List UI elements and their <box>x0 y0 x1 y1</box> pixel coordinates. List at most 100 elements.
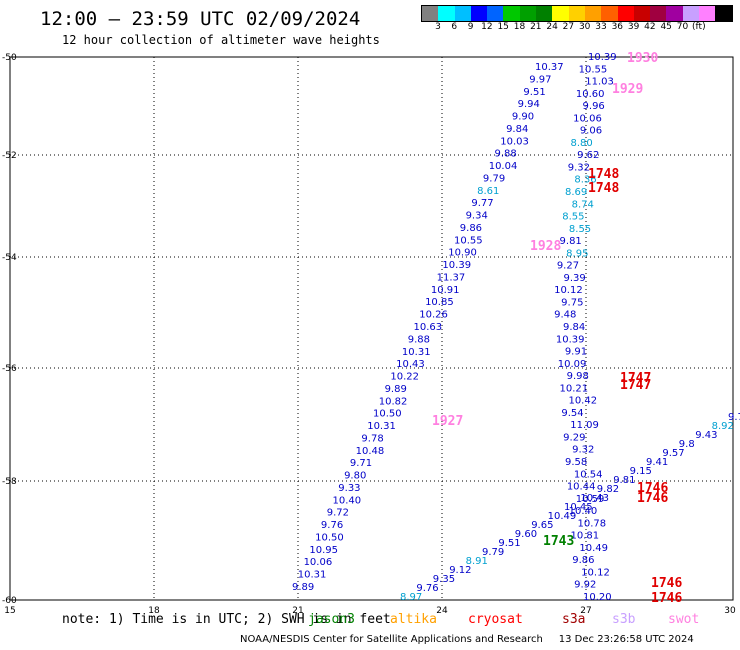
wave-height-value: 10.95 <box>309 545 338 556</box>
wave-height-value: 10.91 <box>431 285 460 296</box>
wave-height-value: 9.29 <box>563 432 585 443</box>
wave-height-value: 9.92 <box>574 580 596 591</box>
wave-height-value: 10.90 <box>448 248 477 259</box>
satellite-legend-item: altika <box>390 612 437 627</box>
color-scale-label: 45 <box>660 22 672 32</box>
latitude-tick-label: -52 <box>2 151 17 161</box>
longitude-tick-label: 24 <box>436 606 448 616</box>
wave-height-value: 9.33 <box>338 483 360 494</box>
pass-time-label: 1929 <box>612 82 643 97</box>
wave-height-value: 10.42 <box>568 396 597 407</box>
color-scale-label: 15 <box>497 22 509 32</box>
wave-height-value: 9.76 <box>416 583 438 594</box>
page-title: 12:00 – 23:59 UTC 02/09/2024 <box>40 8 361 30</box>
color-scale-label: 30 <box>578 22 591 32</box>
wave-height-value: 9.48 <box>554 310 576 321</box>
wave-height-value: 9.81 <box>560 236 582 247</box>
wave-height-value: 9.71 <box>350 458 372 469</box>
pass-time-label: 1747 <box>620 378 651 393</box>
wave-height-value: 9.80 <box>344 471 366 482</box>
wave-height-value: 8.97 <box>400 592 422 603</box>
longitude-tick-label: 27 <box>580 606 591 616</box>
wave-height-value: 10.39 <box>588 52 617 63</box>
wave-height-value: 8.92 <box>712 421 734 432</box>
wave-height-value: 9.79 <box>483 173 505 184</box>
wave-height-value: 9.84 <box>563 322 585 333</box>
pass-time-label: 1746 <box>651 591 682 606</box>
wave-height-value: 8.36 <box>574 175 596 186</box>
color-swatch <box>519 6 537 21</box>
wave-height-value: 9.76 <box>321 520 343 531</box>
wave-height-value: 9.94 <box>518 99 540 110</box>
wave-height-value: 9.78 <box>361 433 383 444</box>
wave-height-value: 10.55 <box>579 64 608 75</box>
color-scale-label: (ft) <box>692 22 706 32</box>
wave-height-value: 8.95 <box>566 248 588 259</box>
wave-height-value: 10.21 <box>560 383 589 394</box>
color-swatch <box>470 6 488 21</box>
satellite-legend-item: jason3 <box>308 612 355 627</box>
color-swatch <box>454 6 471 21</box>
wave-height-value: 10.44 <box>567 482 596 493</box>
wave-height-value: 8.69 <box>565 187 587 198</box>
wave-height-value: 9.86 <box>572 555 594 566</box>
color-swatch <box>487 6 504 21</box>
wave-height-value: 10.39 <box>556 334 585 345</box>
satellite-legend-item: s3b <box>612 612 636 627</box>
pass-time-label: 1746 <box>651 576 682 591</box>
wave-height-value: 10.03 <box>500 136 529 147</box>
wave-height-value: 9.89 <box>292 582 314 593</box>
wave-height-value: 10.82 <box>379 396 408 407</box>
wave-height-value: 9.86 <box>460 223 482 234</box>
color-swatch <box>617 6 634 21</box>
wave-height-value: 10.04 <box>489 161 518 172</box>
wave-height-value: 10.06 <box>573 113 602 124</box>
wave-height-value: 9.35 <box>433 574 455 585</box>
color-swatch <box>601 6 618 21</box>
latitude-tick-label: -50 <box>2 53 17 63</box>
wave-height-value: 9.96 <box>583 101 605 112</box>
color-scale-label: 9 <box>467 22 474 32</box>
wave-height-value: 9.62 <box>577 150 599 161</box>
color-swatch <box>536 6 553 21</box>
wave-height-value: 10.26 <box>419 310 448 321</box>
wave-height-value: 9.8 <box>679 439 695 450</box>
wave-height-value: 9.54 <box>561 408 583 419</box>
color-scale-label: 3 <box>435 22 441 32</box>
wave-height-value: 10.49 <box>579 543 608 554</box>
wave-height-value: 10.50 <box>373 409 402 420</box>
pass-time-label: 1748 <box>588 181 619 196</box>
wave-height-value: 10.49 <box>548 511 577 522</box>
color-scale-bar <box>421 5 733 22</box>
color-scale-label: 33 <box>595 22 607 32</box>
longitude-tick-label: 15 <box>4 606 15 616</box>
wave-height-value: 10.31 <box>298 570 327 581</box>
page-subtitle: 12 hour collection of altimeter wave hei… <box>62 33 380 47</box>
wave-height-value: 10.12 <box>554 285 583 296</box>
color-swatch <box>682 6 700 21</box>
wave-height-value: 9.34 <box>466 211 488 222</box>
color-scale-label: 39 <box>627 22 640 32</box>
wave-height-value: 9.41 <box>646 457 668 468</box>
satellite-legend-item: cryosat <box>468 612 523 627</box>
pass-time-label: 1747 <box>620 371 651 386</box>
wave-height-value: 9.98 <box>567 371 589 382</box>
color-swatch <box>584 6 602 21</box>
wave-height-value: 10.31 <box>402 347 431 358</box>
wave-height-value: 10.48 <box>356 446 385 457</box>
wave-height-value: 8.80 <box>570 138 592 149</box>
wave-height-value: 9.32 <box>568 162 590 173</box>
wave-height-value: 10.09 <box>558 359 587 370</box>
wave-height-value: 10.81 <box>570 531 599 542</box>
color-swatch <box>568 6 585 21</box>
wave-height-value: 11.03 <box>585 77 614 88</box>
color-swatch <box>633 6 651 21</box>
wave-height-value: 9.65 <box>531 520 553 531</box>
pass-time-label: 1748 <box>588 167 619 182</box>
wave-height-value: 9.77 <box>471 198 493 209</box>
satellite-legend-item: swot <box>668 612 700 627</box>
latitude-tick-label: -60 <box>2 596 17 606</box>
wave-height-value: 9.79 <box>482 547 504 558</box>
wave-height-value: 9.58 <box>565 457 587 468</box>
wave-height-value: 10.50 <box>315 532 344 543</box>
